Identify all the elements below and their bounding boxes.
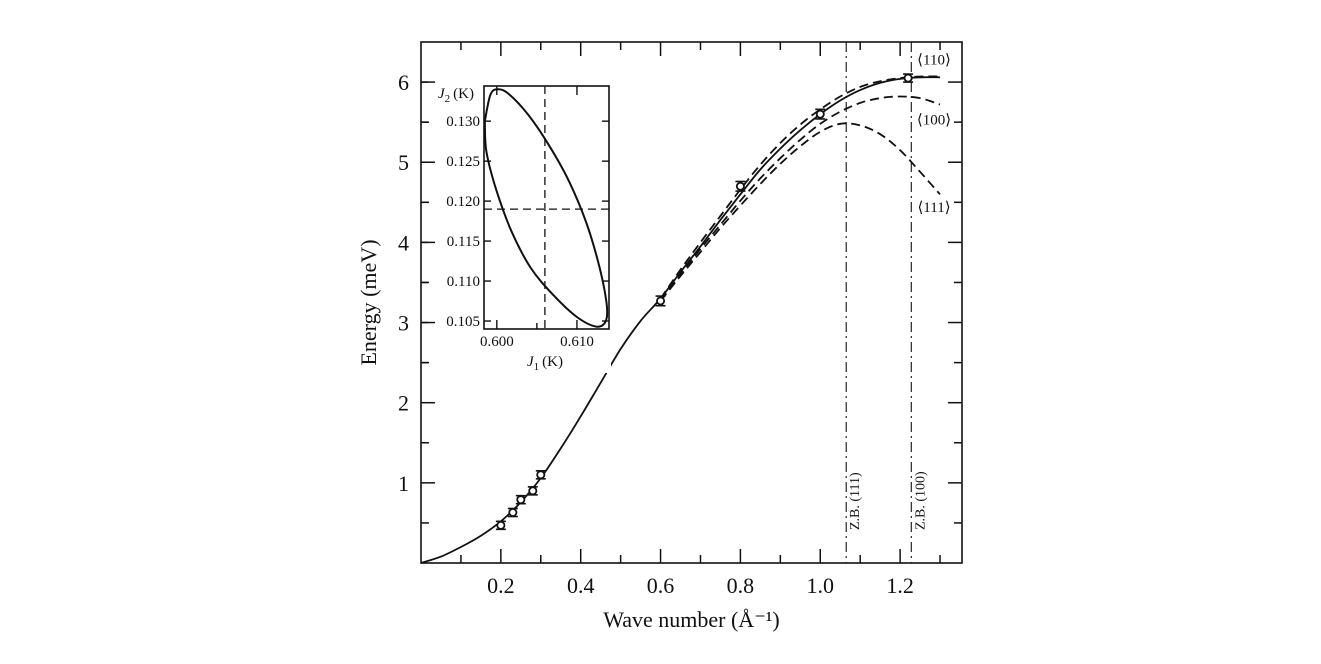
inset-x-label-unit: (K) <box>542 354 563 370</box>
data-point <box>527 486 538 496</box>
inset-y-label-main: J <box>438 86 446 102</box>
x-tick-label: 1.0 <box>807 573 835 598</box>
data-point <box>507 507 518 518</box>
data-marker <box>496 520 506 530</box>
data-point <box>535 470 546 480</box>
inset-y-tick-label: 0.110 <box>447 274 480 290</box>
curve-label: ⟨110⟩ <box>917 53 951 69</box>
x-tick-label: 0.4 <box>567 573 595 598</box>
curve-label: ⟨111⟩ <box>917 200 950 216</box>
series-dashed-1 <box>659 75 941 300</box>
data-marker <box>735 181 745 191</box>
data-marker <box>815 109 825 119</box>
y-tick-label: 5 <box>398 150 409 175</box>
inset-y-tick-label: 0.120 <box>446 194 480 210</box>
main-plot-frame <box>420 41 963 564</box>
inset-x-tick-label: 0.600 <box>480 334 514 350</box>
main-axis-tick-labels: 0.2 0.4 0.6 0.8 1.0 1.2 1 2 3 4 5 6 <box>398 70 914 598</box>
x-axis-label: Wave number (Å⁻¹) <box>603 607 779 632</box>
inset-x-tick-label: 0.610 <box>560 334 594 350</box>
data-marker <box>528 486 538 496</box>
y-tick-label: 2 <box>398 391 409 416</box>
inset-x-axis-label: J1 (K) <box>527 354 563 373</box>
x-tick-label: 1.2 <box>886 573 914 598</box>
series-dashed-2 <box>659 95 941 301</box>
zone-boundary-lines: Z.B. (111) Z.B. (100) <box>845 42 928 563</box>
x-tick-label: 0.8 <box>727 573 755 598</box>
zone-boundary-label: Z.B. (111) <box>848 472 863 530</box>
y-tick-label: 6 <box>398 70 409 95</box>
data-point <box>515 494 526 505</box>
zone-boundary-label: Z.B. (100) <box>913 471 928 530</box>
curve-labels: ⟨110⟩ ⟨100⟩ ⟨111⟩ <box>917 53 951 216</box>
series-fit-solid <box>420 76 941 564</box>
data-point <box>903 73 914 83</box>
data-marker <box>656 296 666 306</box>
data-marker <box>536 470 546 480</box>
x-tick-label: 0.2 <box>487 573 515 598</box>
data-point <box>815 108 826 120</box>
data-marker <box>903 73 913 83</box>
y-tick-label: 3 <box>398 311 409 336</box>
measured-points <box>495 73 914 531</box>
inset-y-axis-label: J2 (K) <box>438 86 474 105</box>
inset-x-label-main: J <box>527 354 535 370</box>
inset-y-tick-label: 0.125 <box>446 154 480 170</box>
main-series <box>420 75 941 564</box>
inset-crosshair <box>484 86 609 329</box>
inset-plot: 0.600 0.610 0.105 0.110 0.115 0.120 0.125 0.130… <box>421 80 611 373</box>
inset-axis-ticks <box>421 81 609 364</box>
inset-y-label-unit: (K) <box>453 86 474 102</box>
confidence-ellipse <box>483 88 609 328</box>
inset-y-label-sub: 2 <box>445 93 451 105</box>
x-tick-label: 0.6 <box>647 573 675 598</box>
inset-axis-tick-labels: 0.600 0.610 0.105 0.110 0.115 0.120 0.125 0.130 <box>446 114 594 350</box>
series-dashed-3 <box>659 122 941 302</box>
curve-label: ⟨100⟩ <box>917 113 951 129</box>
data-point <box>495 520 506 531</box>
inset-background <box>428 80 611 373</box>
inset-y-tick-label: 0.115 <box>447 234 480 250</box>
inset-y-tick-label: 0.105 <box>446 314 480 330</box>
data-point <box>655 295 666 307</box>
data-marker <box>516 495 526 505</box>
y-axis-label: Energy (meV) <box>356 239 381 365</box>
inset-x-label-sub: 1 <box>534 361 540 373</box>
y-tick-label: 1 <box>398 471 409 496</box>
data-marker <box>508 508 518 518</box>
inset-frame <box>483 85 610 330</box>
inset-y-tick-label: 0.130 <box>446 114 480 130</box>
data-point <box>735 180 746 192</box>
y-tick-label: 4 <box>398 230 409 255</box>
